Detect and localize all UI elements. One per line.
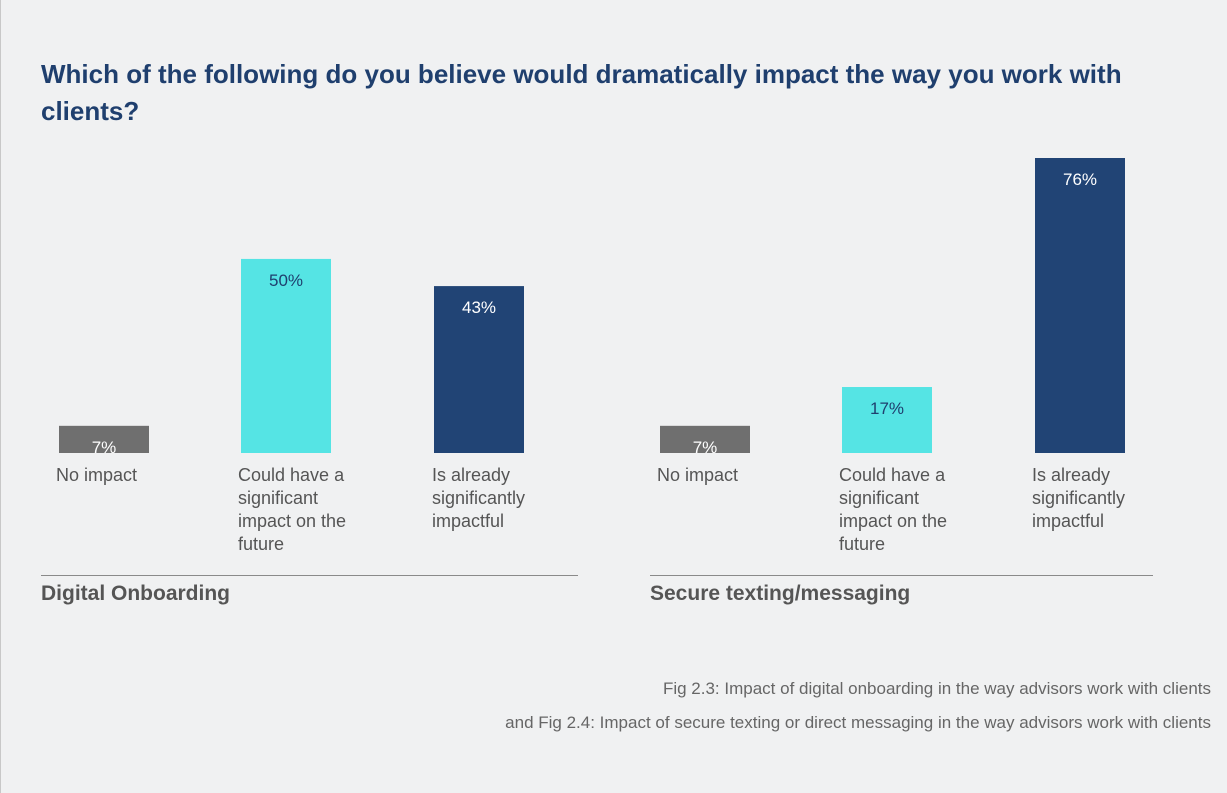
bar-value-label-g2-already: 76% xyxy=(1063,170,1097,189)
figure-caption-line-1: Fig 2.3: Impact of digital onboarding in… xyxy=(662,679,1211,698)
bar-value-label-g1-no-impact: 7% xyxy=(92,438,117,457)
bar-value-label-g2-could-have: 17% xyxy=(870,399,904,418)
bar-g2-already xyxy=(1035,158,1125,453)
category-label-g2-already: Is already significantly impactful xyxy=(1032,465,1126,531)
group-title-secure-texting: Secure texting/messaging xyxy=(650,582,911,605)
category-label-g2-no-impact: No impact xyxy=(657,465,739,485)
group-title-digital-onboarding: Digital Onboarding xyxy=(41,582,230,605)
category-label-g1-already: Is already significantly impactful xyxy=(432,465,526,531)
bar-value-label-g1-could-have: 50% xyxy=(269,271,303,290)
bar-value-label-g1-already: 43% xyxy=(462,298,496,317)
group-divider-secure-texting xyxy=(650,575,1153,576)
chart-title: Which of the following do you believe wo… xyxy=(41,59,1122,126)
group-divider-digital-onboarding xyxy=(41,575,578,576)
category-label-g2-could-have: Could have a significant impact on the f… xyxy=(839,465,948,554)
bar-g1-already xyxy=(434,286,524,453)
figure-caption-line-2: and Fig 2.4: Impact of secure texting or… xyxy=(505,713,1211,732)
bar-g2-could-have xyxy=(842,387,932,453)
category-label-g1-no-impact: No impact xyxy=(56,465,138,485)
bar-value-label-g2-no-impact: 7% xyxy=(693,438,718,457)
bar-g1-could-have xyxy=(241,258,331,453)
bar-g2-no-impact xyxy=(660,425,750,453)
bar-g1-no-impact xyxy=(59,425,149,453)
category-label-g1-could-have: Could have a significant impact on the f… xyxy=(238,465,347,554)
